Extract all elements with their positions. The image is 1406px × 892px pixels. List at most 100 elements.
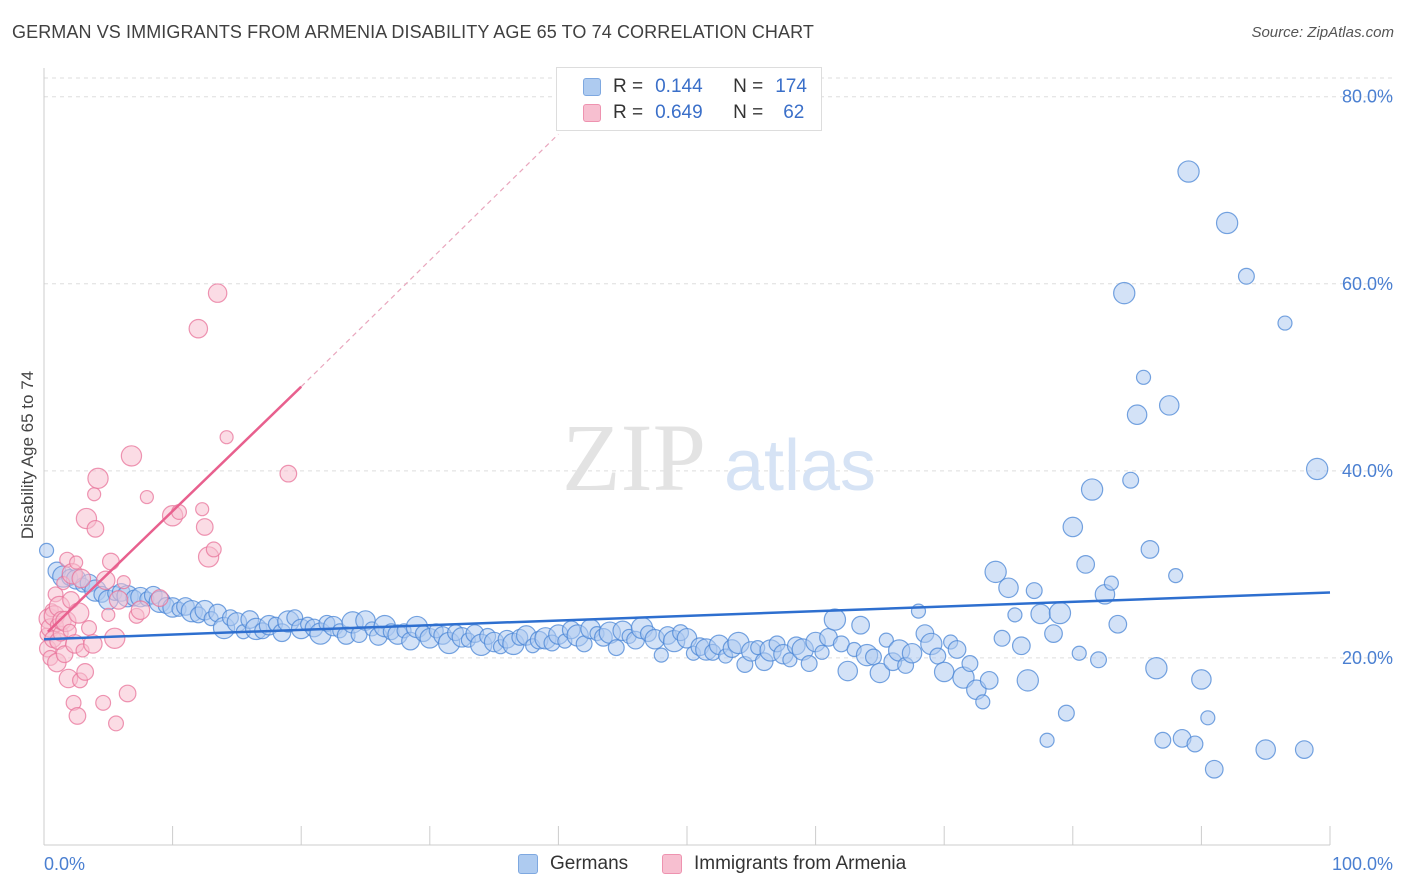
point-german <box>823 608 847 631</box>
point-german <box>1204 759 1224 779</box>
legend-r-label: R = <box>613 76 644 97</box>
point-german <box>998 577 1019 599</box>
point-armenia <box>86 519 105 538</box>
point-german <box>1140 540 1160 559</box>
legend-n-label: N = <box>733 76 764 97</box>
point-german <box>1177 160 1200 183</box>
point-armenia <box>219 430 234 445</box>
point-armenia <box>279 464 298 483</box>
point-armenia <box>116 575 131 590</box>
trend-line-armenia <box>46 385 303 633</box>
legend-n-label: N = <box>733 102 764 123</box>
point-german <box>1030 603 1051 625</box>
point-armenia <box>101 607 116 623</box>
point-german <box>38 542 55 558</box>
point-german <box>851 615 871 635</box>
axes <box>43 68 1331 846</box>
legend: R = 0.144 N = 174 R = 0.649 N = 62 <box>556 67 822 131</box>
point-german <box>975 694 991 710</box>
point-armenia <box>139 489 154 505</box>
legend-n-value: 62 <box>783 102 805 123</box>
point-german <box>1071 645 1087 661</box>
point-armenia <box>108 590 129 610</box>
bottom-legend-armenia: Immigrants from Armenia <box>662 853 906 875</box>
point-german <box>607 639 625 657</box>
legend-swatch-germans <box>583 78 601 96</box>
point-armenia <box>95 694 112 711</box>
point-german <box>1057 704 1075 722</box>
point-german <box>878 632 894 648</box>
point-german <box>1135 369 1152 385</box>
point-armenia <box>87 467 109 490</box>
point-armenia <box>195 518 214 536</box>
y-tick-label: 40.0% <box>1342 461 1393 481</box>
point-armenia <box>68 602 90 624</box>
point-german <box>1186 735 1204 753</box>
point-armenia <box>195 502 210 517</box>
point-german <box>1016 669 1039 692</box>
point-german <box>1080 478 1104 501</box>
point-german <box>1168 568 1184 584</box>
point-armenia <box>150 589 169 607</box>
x-tick-label: 0.0% <box>44 854 85 874</box>
point-armenia <box>101 552 120 571</box>
point-german <box>1011 636 1031 656</box>
point-german <box>1025 582 1043 600</box>
point-german <box>993 629 1011 647</box>
point-armenia <box>69 555 84 570</box>
point-german <box>1215 211 1239 235</box>
point-german <box>947 640 967 659</box>
x-tick-label: 100.0% <box>1332 854 1393 874</box>
point-german <box>1090 651 1108 669</box>
series-germans <box>38 160 1329 779</box>
bottom-legend-swatch-germans <box>518 854 538 874</box>
legend-swatch-armenia <box>583 104 601 122</box>
point-german <box>1044 624 1063 644</box>
point-german <box>1007 607 1023 623</box>
trend-extension-armenia <box>300 133 559 388</box>
point-german <box>782 652 798 668</box>
point-armenia <box>81 619 98 636</box>
legend-r-value: 0.649 <box>655 102 703 123</box>
watermark-atlas: atlas <box>724 426 876 506</box>
point-german <box>1305 457 1329 481</box>
series-armenia <box>38 283 298 732</box>
legend-r-label: R = <box>613 102 644 123</box>
point-armenia <box>205 541 222 558</box>
point-german <box>864 648 882 666</box>
point-german <box>1237 267 1255 285</box>
watermark-zip: ZIP <box>562 404 706 511</box>
point-armenia <box>171 504 188 521</box>
point-german <box>961 655 979 673</box>
point-armenia <box>207 283 228 303</box>
point-german <box>1103 575 1119 591</box>
bottom-legend: Germans Immigrants from Armenia <box>0 851 1406 877</box>
point-armenia <box>87 487 102 502</box>
point-german <box>901 642 923 664</box>
point-german <box>1113 281 1136 305</box>
point-armenia <box>108 715 125 732</box>
y-tick-label: 20.0% <box>1342 648 1393 668</box>
point-armenia <box>104 627 126 649</box>
point-german <box>1154 731 1172 749</box>
point-german <box>1158 395 1180 416</box>
y-tick-label: 60.0% <box>1342 274 1393 294</box>
point-german <box>1191 669 1212 690</box>
point-german <box>1294 740 1314 759</box>
point-german <box>800 655 818 673</box>
point-german <box>869 662 891 684</box>
point-german <box>1122 471 1140 489</box>
tick-labels: 20.0% 40.0% 60.0% 80.0% 0.0% 100.0% <box>44 87 1393 874</box>
point-german <box>1076 554 1096 574</box>
point-german <box>1039 732 1055 748</box>
point-german <box>979 670 999 690</box>
point-german <box>1048 601 1072 625</box>
trend-line-germans <box>43 591 1331 641</box>
watermark: ZIP atlas <box>562 404 876 511</box>
chart-title: GERMAN VS IMMIGRANTS FROM ARMENIA DISABI… <box>12 22 815 42</box>
legend-row-germans: R = 0.144 N = 174 <box>583 75 807 99</box>
bottom-legend-label-germans: Germans <box>550 853 629 874</box>
bottom-legend-swatch-armenia <box>662 854 682 874</box>
point-armenia <box>118 684 137 703</box>
